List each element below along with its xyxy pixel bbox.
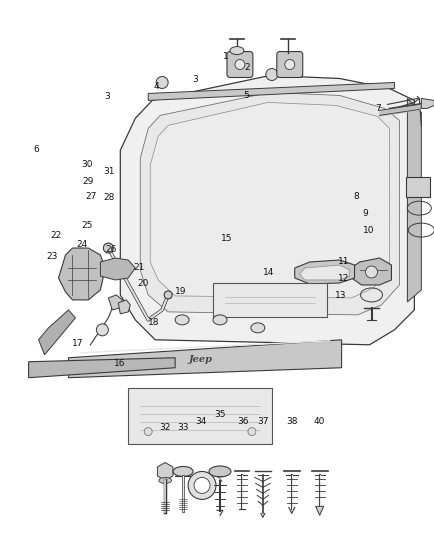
Text: 24: 24 <box>76 240 88 249</box>
Text: 37: 37 <box>256 417 268 426</box>
Text: Jeep: Jeep <box>187 356 211 364</box>
Polygon shape <box>351 258 391 285</box>
Text: 32: 32 <box>158 423 170 432</box>
Text: 35: 35 <box>214 410 225 419</box>
FancyBboxPatch shape <box>405 177 429 197</box>
Text: 10: 10 <box>362 226 373 235</box>
Text: 13: 13 <box>335 291 346 300</box>
Text: 22: 22 <box>50 231 62 240</box>
Circle shape <box>156 77 168 88</box>
Text: 31: 31 <box>103 167 115 176</box>
Polygon shape <box>118 300 130 314</box>
Circle shape <box>265 69 277 80</box>
Text: 12: 12 <box>338 273 349 282</box>
Text: 20: 20 <box>137 279 148 288</box>
Ellipse shape <box>158 478 171 483</box>
Ellipse shape <box>175 315 189 325</box>
Circle shape <box>164 291 172 299</box>
Polygon shape <box>39 310 75 355</box>
Polygon shape <box>315 506 323 515</box>
Circle shape <box>247 427 255 435</box>
Circle shape <box>194 478 210 494</box>
Text: 4: 4 <box>154 82 159 91</box>
Text: 17: 17 <box>72 338 83 348</box>
Text: 36: 36 <box>237 417 248 426</box>
Polygon shape <box>407 99 421 302</box>
Text: 14: 14 <box>263 269 274 277</box>
Circle shape <box>234 60 244 69</box>
Polygon shape <box>140 92 398 315</box>
Text: 8: 8 <box>352 192 358 201</box>
Text: 28: 28 <box>103 193 115 202</box>
Text: 3: 3 <box>104 92 109 101</box>
Ellipse shape <box>209 466 230 477</box>
Text: 34: 34 <box>195 417 206 426</box>
Text: 11: 11 <box>338 257 349 265</box>
Polygon shape <box>421 99 433 108</box>
Text: 3: 3 <box>192 75 197 84</box>
Polygon shape <box>59 248 105 300</box>
Polygon shape <box>299 265 349 280</box>
Text: 33: 33 <box>177 423 188 432</box>
Polygon shape <box>150 102 388 298</box>
Circle shape <box>365 266 377 278</box>
Polygon shape <box>157 463 173 480</box>
Polygon shape <box>120 76 414 345</box>
Text: 7: 7 <box>374 103 380 112</box>
Ellipse shape <box>173 466 193 477</box>
Text: 5: 5 <box>242 91 248 100</box>
Ellipse shape <box>230 46 243 54</box>
Text: 23: 23 <box>46 253 57 261</box>
Text: 2: 2 <box>243 63 249 71</box>
Polygon shape <box>148 83 394 100</box>
Text: 38: 38 <box>286 417 297 426</box>
Polygon shape <box>68 340 341 378</box>
Text: 25: 25 <box>81 221 92 230</box>
Text: 26: 26 <box>105 245 117 254</box>
Text: 30: 30 <box>82 160 93 169</box>
Polygon shape <box>100 258 135 280</box>
FancyBboxPatch shape <box>128 387 271 443</box>
Polygon shape <box>29 358 175 378</box>
FancyBboxPatch shape <box>276 52 302 77</box>
Circle shape <box>187 472 216 499</box>
Text: 19: 19 <box>174 287 186 296</box>
Text: 9: 9 <box>361 209 367 218</box>
Text: 15: 15 <box>221 235 232 244</box>
Ellipse shape <box>213 315 227 325</box>
Polygon shape <box>108 295 122 310</box>
Text: 16: 16 <box>114 359 125 368</box>
Text: 40: 40 <box>313 417 324 426</box>
Polygon shape <box>294 260 354 284</box>
Circle shape <box>284 60 294 69</box>
Text: 29: 29 <box>82 177 94 186</box>
FancyBboxPatch shape <box>213 283 326 317</box>
FancyBboxPatch shape <box>227 52 252 77</box>
Text: 1: 1 <box>223 52 229 61</box>
Text: 18: 18 <box>147 318 159 327</box>
Text: 6: 6 <box>33 145 39 154</box>
Circle shape <box>96 324 108 336</box>
Ellipse shape <box>250 323 264 333</box>
Text: 21: 21 <box>133 263 144 272</box>
Circle shape <box>144 427 152 435</box>
Circle shape <box>103 243 113 253</box>
Text: 27: 27 <box>85 192 96 201</box>
